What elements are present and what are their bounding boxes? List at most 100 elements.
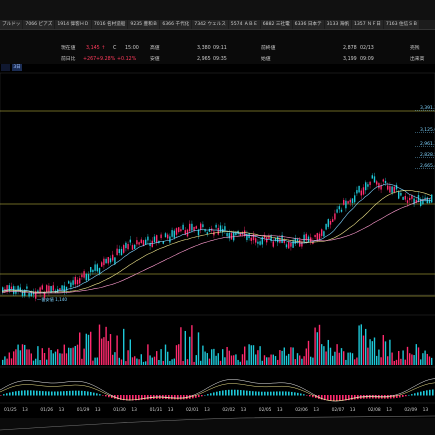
high-label: 高値 [150,46,160,51]
oscillator-bar [63,391,65,396]
volume-bar [200,360,202,365]
candle [244,230,246,237]
volume-bar [248,344,250,365]
candle [37,290,39,293]
volume-bar [367,347,369,365]
volume-bar [138,359,140,365]
volume-bar [184,330,186,365]
volume-bar [351,353,354,365]
oscillator-bar [282,391,284,396]
price-flag: C [113,46,117,51]
x-axis-label: 13 [168,407,174,413]
volume-bar [189,336,191,365]
volume-bar [356,357,358,365]
stock-tab[interactable]: 7163 住信ＳＢ [383,20,420,29]
stock-tab[interactable]: 5574 ＡＢＥ [228,20,260,29]
candle [395,184,398,190]
volume-bar [299,355,301,365]
volume-bar [329,347,332,365]
x-axis-label: 01/29 [77,407,90,413]
candle [145,239,147,245]
volume-bar [338,352,340,365]
stock-tab[interactable]: 1357 ＮＦ日 [351,20,383,29]
volume-bar [129,339,131,365]
volume-bar [314,327,316,365]
candle [114,257,116,265]
candle [365,182,367,191]
volume-bar [303,356,305,365]
candle [318,233,321,240]
volume-bar [211,349,213,365]
volume-bar [65,353,68,365]
candle [26,286,28,289]
period-button[interactable]: 3日 [12,64,22,71]
stock-tab[interactable]: 6882 三社電 [260,20,292,29]
volume-bar [46,359,48,365]
volume-bar [272,354,274,365]
candle [241,232,244,235]
volume-bar [94,357,96,365]
candle [162,241,164,244]
volume-bar [279,350,281,365]
volume-bar [90,331,92,365]
oscillator-bar [141,395,143,400]
volume-bar [409,353,411,365]
candle [109,258,112,263]
oscillator-bar [183,395,185,400]
candle [354,195,356,203]
volume-bar [391,352,393,365]
volume-bar [270,354,272,365]
oscillator-bar [270,391,272,396]
x-axis-label: 01/25 [4,407,17,413]
candle [340,209,343,212]
volume-bar [257,350,259,365]
oscillator-bar [285,391,287,396]
stock-tab[interactable]: 6366 千代化 [160,20,192,29]
stock-tab[interactable]: 7016 名村造船 [91,20,128,29]
oscillator-bar [132,395,134,401]
change-pct2: +0.12% [117,57,137,62]
volume-bar [57,349,59,365]
low-annotation: 一番安値 1,140 [37,296,67,303]
volume-bar [41,348,43,365]
oscillator-bar [21,390,23,396]
oscillator-bar [105,395,107,397]
volume-bar [180,327,182,365]
candle [21,291,24,297]
candle [272,241,274,247]
candle [120,248,123,256]
candle [28,292,30,297]
volume-bar [191,325,193,365]
stock-tab[interactable]: 9235 豊和Ｂ [128,20,160,29]
candle [70,282,72,288]
candle [305,233,307,241]
candle [83,271,85,278]
volume-bar [354,359,356,365]
period-prev-button[interactable] [1,64,10,71]
oscillator-bar [108,395,110,398]
volume-bar [197,332,200,365]
oscillator-bar [342,395,344,401]
volume-bar [195,355,197,365]
price-tag: 3,391.3 [420,105,435,111]
volume-bar [395,359,398,365]
candle [24,289,26,296]
stock-tab[interactable]: 6336 日本テ [292,20,324,29]
stock-tab[interactable]: 7342 ウェルス [192,20,228,29]
volume-bar [230,355,233,365]
stock-tab[interactable]: 1914 偉客ＨＤ [55,20,91,29]
candle [321,229,323,236]
volume-bar [131,357,134,365]
stock-tabs: ブルドッ 7066 ピアズ 1914 偉客ＨＤ 7016 名村造船 9235 豊和Ｂ 63… [0,20,435,30]
low-label: 安値 [150,57,160,62]
volume-bar [134,356,136,365]
candle [332,219,334,222]
candle [259,241,261,245]
stock-tab[interactable]: 7066 ピアズ [23,20,55,29]
stock-tab[interactable]: 3133 海帆 [324,20,351,29]
volume-bar [334,351,336,365]
oscillator-bar [417,392,419,396]
candle [197,229,200,236]
stock-tab[interactable]: ブルドッ [0,20,23,29]
